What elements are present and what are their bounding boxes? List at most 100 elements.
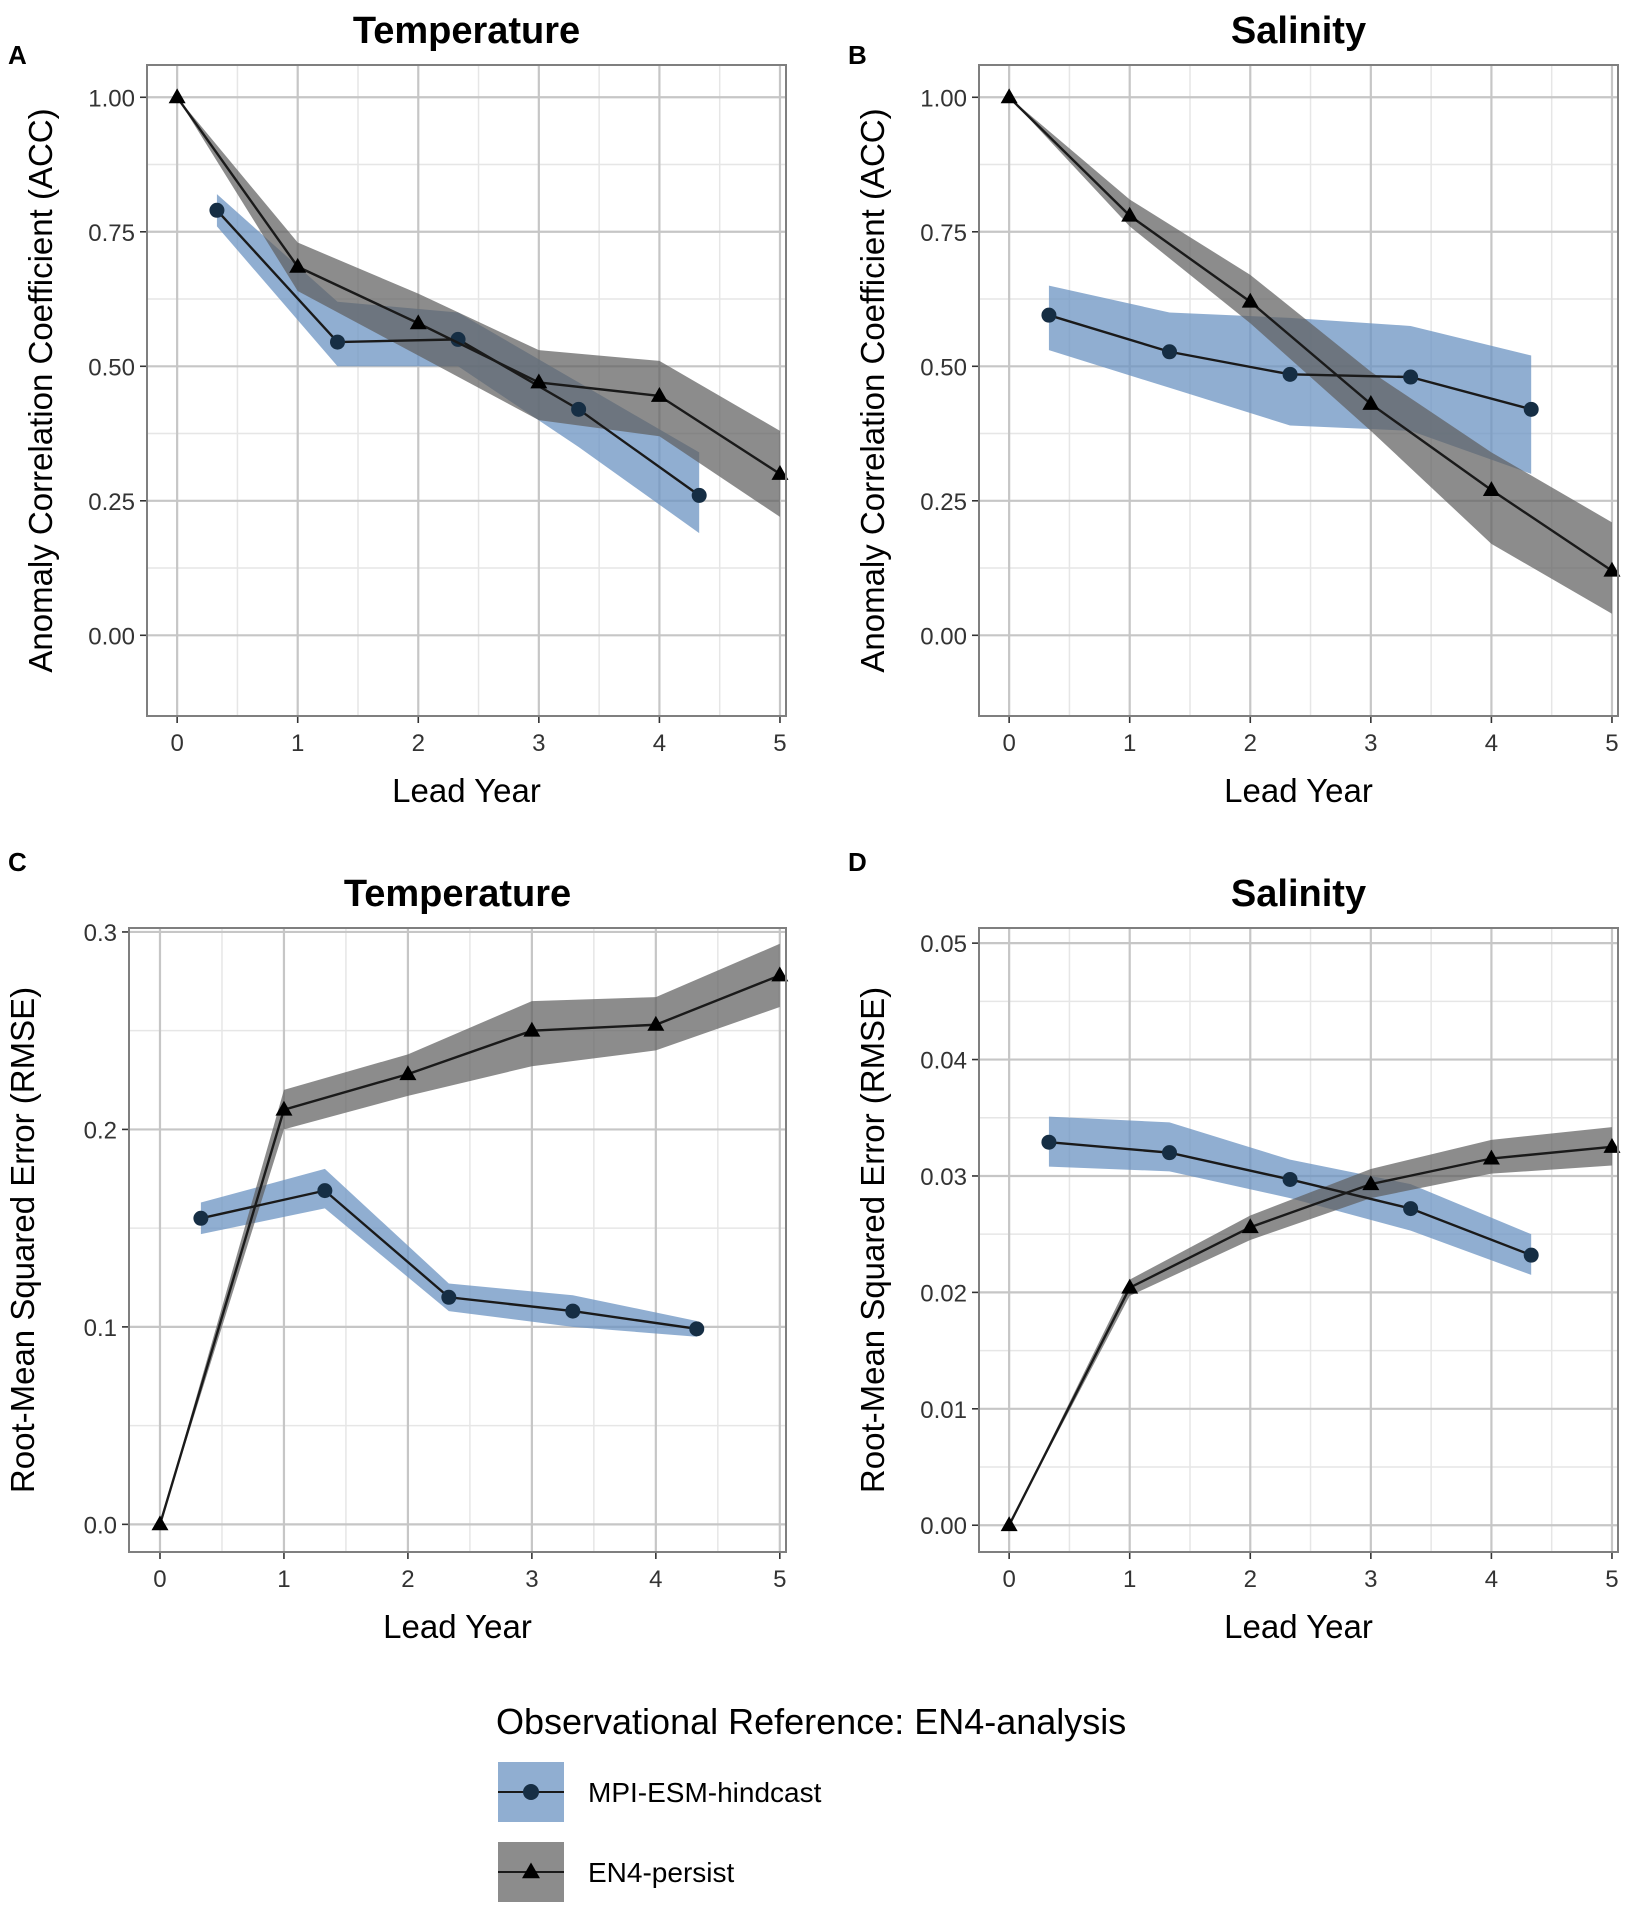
hindcast-point (193, 1210, 209, 1226)
persist-point (771, 966, 789, 982)
legend: Observational Reference: EN4-analysis MPI… (496, 1701, 1126, 1902)
y-tick-label: 0.0 (84, 1512, 117, 1539)
panel-title: Temperature (353, 10, 580, 52)
hindcast-point (1041, 1134, 1057, 1150)
persist-point (1000, 1516, 1018, 1532)
persist-point (530, 373, 548, 389)
panel-a: A Temperature 0 1 2 3 4 5 0.00 0.25 0.50 0.75 1.00 Le… (8, 10, 789, 809)
x-tick-label: 4 (649, 1566, 662, 1593)
hindcast-point (1403, 1201, 1419, 1217)
x-tick-label: 1 (1123, 1566, 1136, 1593)
persist-point (275, 1100, 293, 1116)
y-tick-label: 0.3 (84, 920, 117, 947)
hindcast-point (441, 1289, 457, 1305)
y-tick-label: 0.1 (84, 1315, 117, 1342)
persist-point (1241, 292, 1259, 308)
y-tick-label: 0.50 (920, 354, 967, 381)
y-tick-label: 1.00 (88, 85, 135, 112)
y-tick-label: 0.00 (920, 623, 967, 650)
persist-point (1121, 1278, 1139, 1294)
x-tick-label: 4 (1485, 1566, 1498, 1593)
x-tick-label: 3 (1364, 730, 1377, 757)
persist-line (158, 974, 781, 1525)
x-tick-label: 0 (1002, 1566, 1015, 1593)
y-tick-label: 1.00 (920, 85, 967, 112)
hindcast-point (450, 331, 466, 347)
hindcast-band (200, 1168, 697, 1337)
x-tick-label: 0 (1002, 730, 1015, 757)
plot-border (128, 927, 787, 1553)
y-axis-title: Anomaly Correlation Coefficient (ACC) (22, 108, 59, 672)
panel-title: Temperature (344, 873, 571, 915)
y-tick-label: 0.2 (84, 1117, 117, 1144)
y-tick-label: 0.05 (920, 931, 967, 958)
x-tick-label: 2 (1244, 730, 1257, 757)
x-tick-label: 5 (1605, 730, 1618, 757)
hindcast-point (329, 334, 345, 350)
hindcast-point (1161, 344, 1177, 360)
panel-c: C Temperature 0 1 2 3 4 5 0.0 0.1 0.2 0.3 Lead Year R… (4, 847, 789, 1645)
x-tick-label: 2 (401, 1566, 414, 1593)
hindcast-point (691, 487, 707, 503)
plot-border (978, 927, 1619, 1553)
persist-point (1603, 1137, 1621, 1153)
y-axis-title: Root-Mean Squared Error (RMSE) (854, 987, 891, 1493)
x-tick-label: 4 (653, 730, 666, 757)
persist-line (1008, 96, 1613, 572)
x-tick-label: 5 (1605, 1566, 1618, 1593)
y-tick-label: 0.00 (88, 623, 135, 650)
legend-label: MPI-ESM-hindcast (588, 1777, 822, 1808)
panel-b: B Salinity 0 1 2 3 4 5 0.00 0.25 0.50 0.75 1.00 Lead … (848, 10, 1621, 809)
y-tick-label: 0.75 (88, 220, 135, 247)
panel-d: D Salinity 0 1 2 3 4 5 0.00 0.01 0.02 0.03 0.04 0.05 L… (848, 847, 1621, 1645)
persist-point (1000, 88, 1018, 104)
persist-point (650, 386, 668, 402)
persist-point (289, 257, 307, 273)
hindcast-point (1282, 1171, 1298, 1187)
persist-point (1362, 395, 1380, 410)
x-tick-label: 2 (412, 730, 425, 757)
persist-line (176, 96, 781, 475)
y-tick-label: 0.01 (920, 1397, 967, 1424)
persist-band (177, 97, 780, 517)
legend-title: Observational Reference: EN4-analysis (496, 1701, 1126, 1742)
legend-label: EN4-persist (588, 1857, 734, 1888)
hindcast-point (1282, 366, 1298, 382)
hindcast-point (565, 1303, 581, 1319)
panel-title: Salinity (1231, 873, 1366, 915)
hindcast-point (1523, 1247, 1539, 1263)
x-axis-title: Lead Year (392, 772, 541, 809)
persist-point (399, 1065, 417, 1081)
y-tick-label: 0.03 (920, 1164, 967, 1191)
persist-point (151, 1515, 169, 1531)
panel-tag: C (8, 847, 27, 877)
x-axis-title: Lead Year (1224, 1608, 1373, 1645)
persist-point (1362, 1175, 1380, 1191)
y-tick-label: 0.00 (920, 1513, 967, 1540)
legend-circle-icon (523, 1784, 539, 1800)
persist-point (523, 1021, 541, 1037)
hindcast-band (1048, 1116, 1532, 1275)
x-tick-label: 4 (1485, 730, 1498, 757)
plot-border (146, 64, 787, 717)
panel-tag: B (848, 40, 867, 70)
persist-band (1009, 97, 1612, 614)
y-axis-title: Root-Mean Squared Error (RMSE) (4, 987, 41, 1493)
persist-point (168, 88, 186, 104)
hindcast-point (209, 202, 225, 218)
x-axis-title: Lead Year (383, 1608, 532, 1645)
persist-point (1121, 206, 1139, 222)
x-tick-label: 3 (1364, 1566, 1377, 1593)
y-tick-label: 0.25 (88, 489, 135, 516)
x-tick-label: 3 (525, 1566, 538, 1593)
hindcast-point (317, 1183, 333, 1199)
persist-line (1008, 1145, 1613, 1526)
persist-point (1482, 1149, 1500, 1165)
panel-tag: A (8, 40, 27, 70)
y-tick-label: 0.75 (920, 220, 967, 247)
x-tick-label: 0 (153, 1566, 166, 1593)
panel-tag: D (848, 847, 867, 877)
hindcast-point (1161, 1145, 1177, 1161)
x-tick-label: 1 (277, 1566, 290, 1593)
